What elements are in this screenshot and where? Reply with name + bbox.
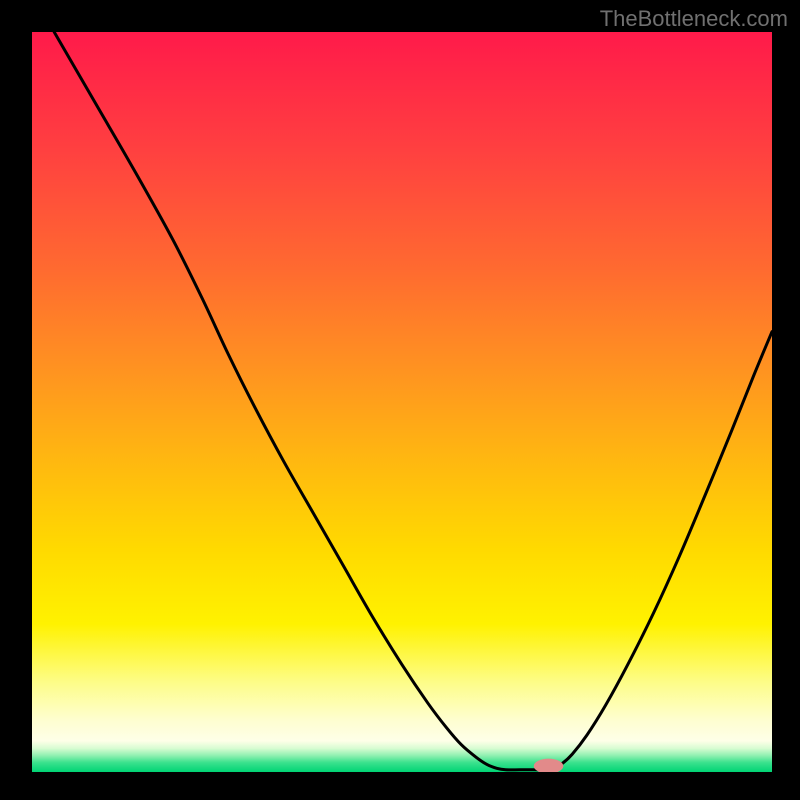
chart-curve-layer [32,32,772,772]
chart-marker [534,759,564,772]
chart-curve [54,32,772,770]
chart-plot-area [32,32,772,772]
watermark-text: TheBottleneck.com [600,6,788,32]
